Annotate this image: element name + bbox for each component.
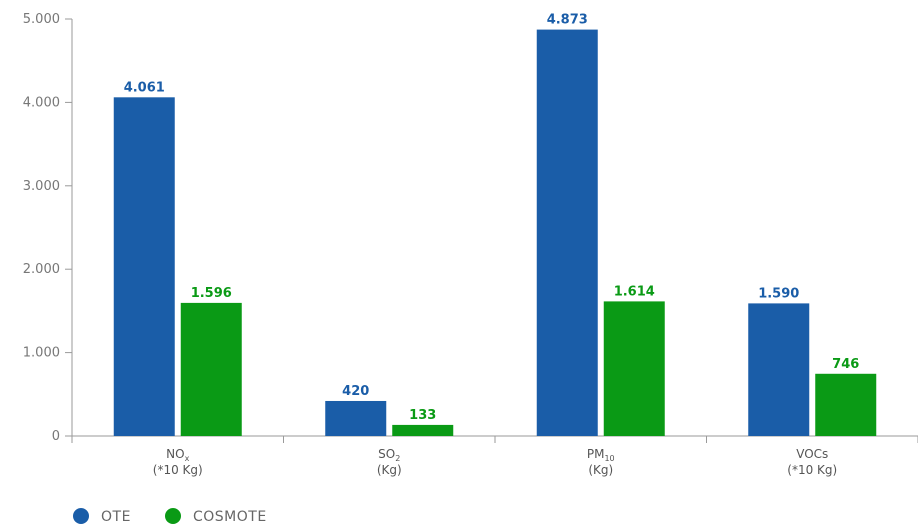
x-category-label: PM10 <box>587 447 615 463</box>
legend-label-ote: OTE <box>101 509 131 525</box>
data-label-cosmote: 133 <box>409 408 436 423</box>
y-tick-label: 4.000 <box>23 95 60 110</box>
x-category-unit: (*10 Kg) <box>153 463 203 477</box>
legend-label-cosmote: COSMOTE <box>193 509 267 525</box>
bar-ote <box>536 29 598 437</box>
data-label-ote: 420 <box>342 384 369 399</box>
data-label-ote: 4.061 <box>124 80 165 95</box>
x-category-unit: (Kg) <box>377 463 402 477</box>
x-axis: NOx(*10 Kg)SO2(Kg)PM10(Kg)VOCs(*10 Kg) <box>71 435 918 477</box>
y-tick-label: 3.000 <box>23 179 60 194</box>
y-tick-label: 2.000 <box>23 262 60 277</box>
bar-cosmote <box>815 373 877 436</box>
data-label-cosmote: 1.614 <box>614 284 655 299</box>
x-category-label: NOx <box>166 447 189 463</box>
category-name: PM <box>587 447 605 461</box>
bar-ote <box>325 400 387 436</box>
bar-cosmote <box>180 302 242 436</box>
category-name: NO <box>166 447 184 461</box>
bar-ote <box>748 303 810 436</box>
category-subscript: 2 <box>395 454 400 463</box>
data-labels-group: 4.061 420 4.873 1.590 1.596 133 1.614 746 <box>124 13 860 423</box>
category-name: VOCs <box>796 447 828 461</box>
bar-cosmote <box>603 301 665 436</box>
x-category-label: SO2 <box>378 447 400 463</box>
x-category-unit: (Kg) <box>588 463 613 477</box>
category-name: SO <box>378 447 395 461</box>
y-tick-label: 1.000 <box>23 346 60 361</box>
y-tick-label: 5.000 <box>23 12 60 27</box>
y-axis: 0 1.000 2.000 3.000 4.000 5.000 <box>23 12 73 444</box>
legend-marker-ote <box>73 508 89 524</box>
x-category-label: VOCs <box>796 447 828 461</box>
legend: OTE COSMOTE <box>73 508 267 525</box>
bar-cosmote <box>392 424 454 436</box>
data-label-cosmote: 1.596 <box>191 286 232 301</box>
data-label-cosmote: 746 <box>832 357 859 372</box>
x-category-unit: (*10 Kg) <box>787 463 837 477</box>
category-subscript: x <box>185 454 190 463</box>
bars-group <box>113 29 877 437</box>
legend-marker-cosmote <box>165 508 181 524</box>
category-subscript: 10 <box>604 454 614 463</box>
data-label-ote: 1.590 <box>758 286 799 301</box>
bar-ote <box>113 97 175 437</box>
data-label-ote: 4.873 <box>547 13 588 28</box>
y-tick-label: 0 <box>52 429 60 444</box>
